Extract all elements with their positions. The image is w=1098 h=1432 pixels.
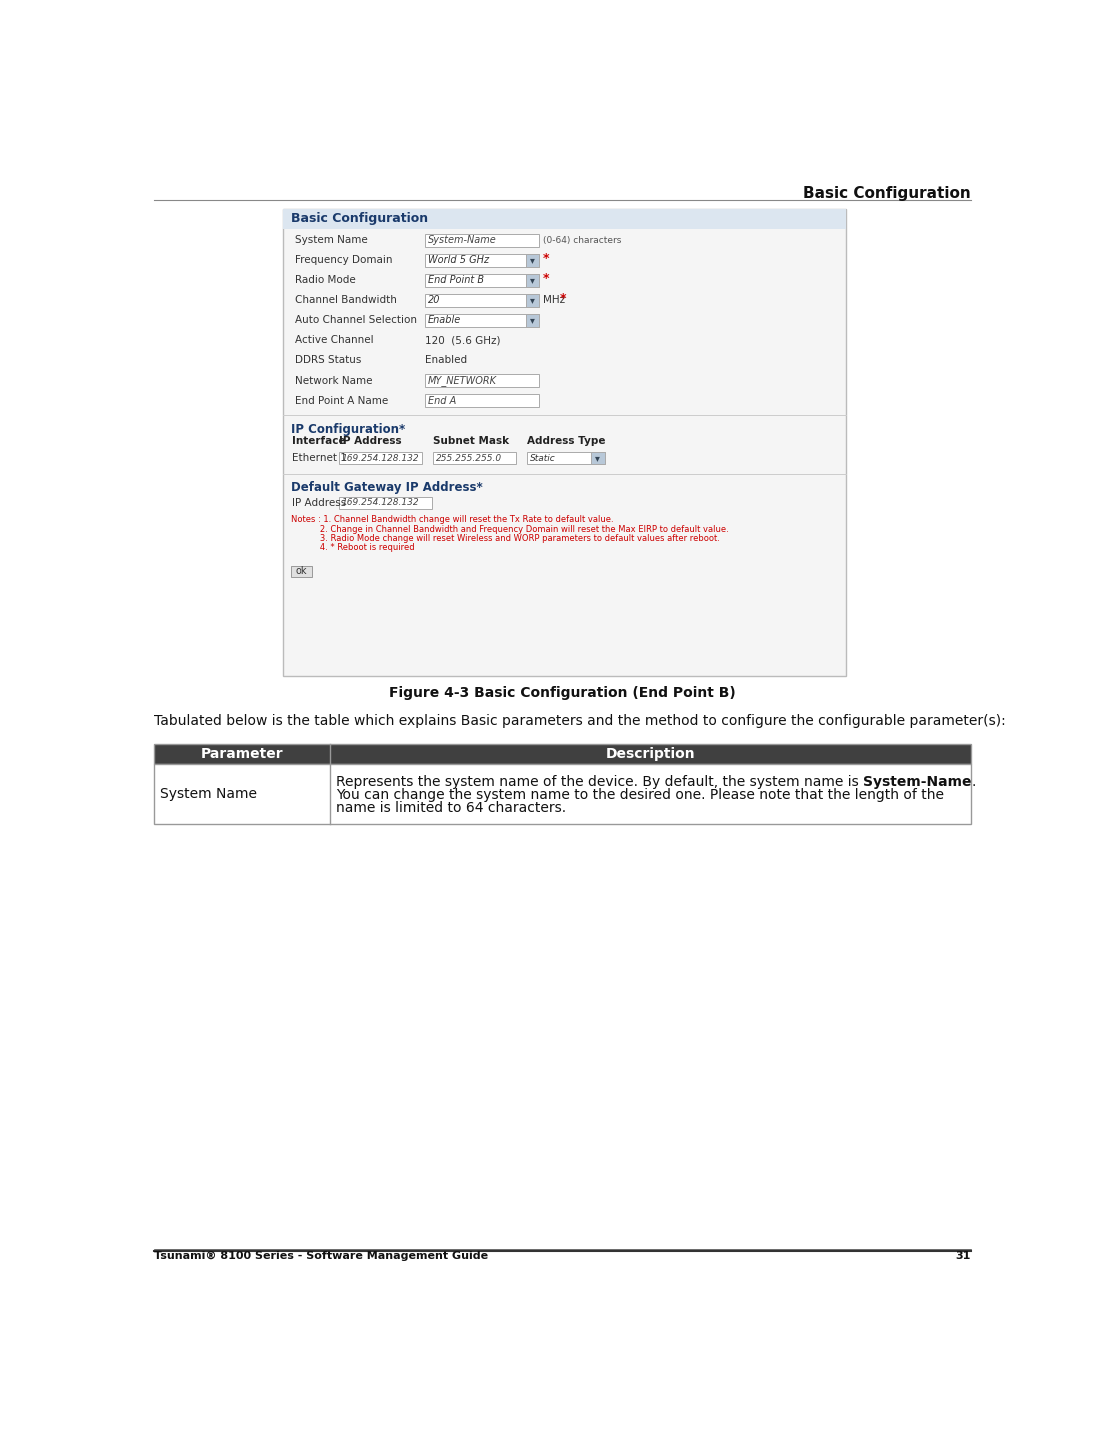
Text: IP Configuration*: IP Configuration*: [291, 422, 405, 435]
Text: Active Channel: Active Channel: [294, 335, 373, 345]
Text: Static: Static: [530, 454, 556, 463]
Text: Subnet Mask: Subnet Mask: [433, 437, 508, 447]
Text: Description: Description: [606, 748, 695, 760]
Text: End A: End A: [428, 395, 456, 405]
Text: Interface: Interface: [292, 437, 346, 447]
Bar: [155, 763, 971, 823]
Text: ▾: ▾: [530, 315, 535, 325]
Bar: [425, 235, 539, 246]
Text: 3. Radio Mode change will reset Wireless and WORP parameters to default values a: 3. Radio Mode change will reset Wireless…: [291, 534, 719, 543]
Bar: [425, 255, 539, 266]
Text: ▾: ▾: [530, 255, 535, 265]
Text: End Point B: End Point B: [428, 275, 484, 285]
Text: .: .: [972, 775, 976, 789]
Bar: [425, 374, 539, 387]
Text: System-Name: System-Name: [863, 775, 972, 789]
Text: Notes : 1. Channel Bandwidth change will reset the Tx Rate to default value.: Notes : 1. Channel Bandwidth change will…: [291, 516, 614, 524]
Text: Ethernet 1: Ethernet 1: [292, 454, 347, 464]
Bar: [425, 294, 539, 306]
Text: 120  (5.6 GHz): 120 (5.6 GHz): [425, 335, 501, 345]
Bar: [339, 453, 423, 464]
Text: Represents the system name of the device. By default, the system name is: Represents the system name of the device…: [336, 775, 863, 789]
Text: IP Address: IP Address: [292, 498, 347, 508]
Bar: [283, 209, 847, 676]
Text: Radio Mode: Radio Mode: [294, 275, 356, 285]
Text: 2. Change in Channel Bandwidth and Frequency Domain will reset the Max EIRP to d: 2. Change in Channel Bandwidth and Frequ…: [291, 524, 728, 534]
Bar: [425, 275, 539, 286]
Bar: [526, 255, 539, 266]
Text: ▾: ▾: [530, 275, 535, 285]
Bar: [291, 566, 313, 577]
Text: Figure 4-3 Basic Configuration (End Point B): Figure 4-3 Basic Configuration (End Poin…: [390, 686, 736, 700]
Text: 4. * Reboot is required: 4. * Reboot is required: [291, 543, 414, 553]
Text: name is limited to 64 characters.: name is limited to 64 characters.: [336, 800, 567, 815]
Bar: [526, 294, 539, 306]
Text: MY_NETWORK: MY_NETWORK: [428, 375, 497, 387]
Bar: [155, 745, 971, 763]
Text: IP Address: IP Address: [339, 437, 402, 447]
Text: Network Name: Network Name: [294, 375, 372, 385]
Text: 169.254.128.132: 169.254.128.132: [341, 498, 419, 507]
Text: *: *: [542, 252, 549, 265]
Text: ▾: ▾: [530, 295, 535, 305]
Text: Enabled: Enabled: [425, 355, 467, 365]
Text: 255.255.255.0: 255.255.255.0: [436, 454, 502, 463]
Text: Default Gateway IP Address*: Default Gateway IP Address*: [291, 481, 482, 494]
Text: 20: 20: [428, 295, 440, 305]
Text: Channel Bandwidth: Channel Bandwidth: [294, 295, 396, 305]
Bar: [527, 453, 605, 464]
Text: Tsunami® 8100 Series - Software Management Guide: Tsunami® 8100 Series - Software Manageme…: [155, 1250, 489, 1260]
Text: MHz: MHz: [542, 295, 564, 305]
Text: Basic Configuration: Basic Configuration: [804, 186, 971, 200]
Text: Tabulated below is the table which explains Basic parameters and the method to c: Tabulated below is the table which expla…: [155, 713, 1006, 727]
Text: End Point A Name: End Point A Name: [294, 395, 388, 405]
Text: Auto Channel Selection: Auto Channel Selection: [294, 315, 416, 325]
Text: System Name: System Name: [160, 788, 258, 800]
Bar: [433, 453, 516, 464]
Text: 31: 31: [955, 1250, 971, 1260]
Bar: [526, 275, 539, 286]
Text: 169.254.128.132: 169.254.128.132: [341, 454, 419, 463]
Text: System Name: System Name: [294, 235, 368, 245]
Bar: [283, 209, 847, 229]
Bar: [591, 453, 605, 464]
Text: Enable: Enable: [428, 315, 461, 325]
Bar: [425, 394, 539, 407]
Text: System-Name: System-Name: [428, 235, 496, 245]
Text: World 5 GHz: World 5 GHz: [428, 255, 489, 265]
Text: *: *: [560, 292, 567, 305]
Text: Parameter: Parameter: [201, 748, 283, 760]
Text: DDRS Status: DDRS Status: [294, 355, 361, 365]
Text: (0-64) characters: (0-64) characters: [544, 236, 621, 245]
Text: ▾: ▾: [595, 454, 600, 464]
Bar: [339, 497, 432, 510]
Text: Basic Configuration: Basic Configuration: [291, 212, 428, 225]
Text: *: *: [542, 272, 549, 285]
Bar: [526, 314, 539, 326]
Text: ok: ok: [295, 567, 307, 577]
Text: You can change the system name to the desired one. Please note that the length o: You can change the system name to the de…: [336, 788, 944, 802]
Text: Frequency Domain: Frequency Domain: [294, 255, 392, 265]
Bar: [425, 314, 539, 326]
Text: Address Type: Address Type: [527, 437, 606, 447]
